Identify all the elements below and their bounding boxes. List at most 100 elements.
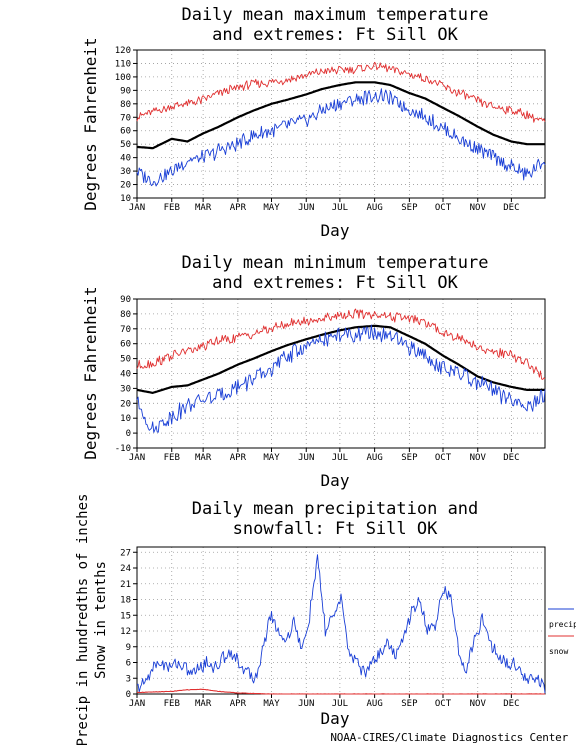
y-axis-title-line1: Precip in hundredths of inches bbox=[75, 494, 91, 745]
x-tick-label-sep: SEP bbox=[401, 203, 418, 213]
x-tick-label-apr: APR bbox=[230, 453, 247, 463]
y-tick-label: 10 bbox=[120, 194, 131, 204]
y-tick-label: 70 bbox=[120, 113, 131, 123]
y-tick-label: 60 bbox=[120, 340, 131, 350]
y-tick-label: 18 bbox=[120, 596, 131, 606]
series-line-record-high bbox=[136, 308, 546, 380]
plot-frame bbox=[136, 49, 546, 199]
chart-title-line2: snowfall: Ft Sill OK bbox=[233, 519, 438, 539]
y-tick-label: 110 bbox=[115, 59, 131, 69]
x-tick-label-jul: JUL bbox=[332, 203, 348, 213]
x-tick-label-oct: OCT bbox=[435, 699, 452, 709]
x-tick-label-sep: SEP bbox=[401, 699, 418, 709]
series-line-record-low bbox=[136, 88, 546, 187]
x-tick-label-mar: MAR bbox=[195, 699, 212, 709]
series-line-mean bbox=[136, 81, 546, 150]
series-line-record-low bbox=[136, 324, 546, 433]
x-tick-label-jul: JUL bbox=[332, 453, 348, 463]
x-tick-label-aug: AUG bbox=[366, 699, 382, 709]
plot-frame bbox=[136, 298, 546, 449]
y-tick-label: 15 bbox=[120, 611, 131, 621]
y-tick-label: 70 bbox=[120, 325, 131, 335]
y-axis-title: Degrees Fahrenheit bbox=[81, 286, 100, 459]
series-line-snow bbox=[136, 688, 545, 695]
x-tick-label-feb: FEB bbox=[164, 699, 180, 709]
x-tick-label-feb: FEB bbox=[164, 453, 180, 463]
x-tick-label-aug: AUG bbox=[366, 203, 382, 213]
x-tick-label-may: MAY bbox=[263, 203, 280, 213]
x-tick-label-oct: OCT bbox=[435, 453, 452, 463]
x-tick-label-may: MAY bbox=[263, 699, 280, 709]
y-tick-label: 0 bbox=[126, 429, 131, 439]
x-tick-label-dec: DEC bbox=[503, 453, 519, 463]
x-tick-label-sep: SEP bbox=[401, 453, 418, 463]
y-tick-label: 50 bbox=[120, 355, 131, 365]
x-tick-label-nov: NOV bbox=[470, 203, 487, 213]
y-tick-label: 27 bbox=[120, 548, 131, 558]
x-tick-label-jan: JAN bbox=[129, 699, 145, 709]
y-tick-label: 30 bbox=[120, 384, 131, 394]
plot-frame bbox=[136, 546, 546, 695]
y-tick-label: 90 bbox=[120, 295, 131, 305]
x-tick-label-dec: DEC bbox=[503, 203, 519, 213]
chart-title-line2: and extremes: Ft Sill OK bbox=[212, 273, 458, 293]
y-tick-label: 50 bbox=[120, 140, 131, 150]
y-tick-label: 90 bbox=[120, 86, 131, 96]
x-tick-label-jun: JUN bbox=[298, 453, 314, 463]
x-tick-label-jan: JAN bbox=[129, 203, 145, 213]
series-line-precip bbox=[136, 554, 546, 694]
y-tick-label: 30 bbox=[120, 167, 131, 177]
x-tick-label-apr: APR bbox=[230, 203, 247, 213]
chart-title-line2: and extremes: Ft Sill OK bbox=[212, 25, 458, 45]
y-tick-label: 60 bbox=[120, 127, 131, 137]
y-tick-label: 6 bbox=[126, 659, 131, 669]
y-tick-label: 80 bbox=[120, 100, 131, 110]
x-tick-label-mar: MAR bbox=[195, 203, 212, 213]
x-tick-label-nov: NOV bbox=[470, 699, 487, 709]
x-axis-title: Day bbox=[321, 221, 350, 240]
x-axis-title: Day bbox=[321, 471, 350, 490]
x-tick-label-mar: MAR bbox=[195, 453, 212, 463]
y-tick-label: 80 bbox=[120, 310, 131, 320]
x-axis-title: Day bbox=[321, 709, 350, 728]
y-tick-label: 100 bbox=[115, 73, 131, 83]
y-axis-title: Degrees Fahrenheit bbox=[81, 37, 100, 210]
y-tick-label: 40 bbox=[120, 370, 131, 380]
x-tick-label-may: MAY bbox=[263, 453, 280, 463]
x-tick-label-jun: JUN bbox=[298, 203, 314, 213]
x-tick-label-nov: NOV bbox=[470, 453, 487, 463]
y-tick-label: 24 bbox=[120, 564, 131, 574]
x-tick-label-aug: AUG bbox=[366, 453, 382, 463]
y-axis-title-line2: Snow in tenths bbox=[93, 561, 109, 679]
x-tick-label-feb: FEB bbox=[164, 203, 180, 213]
x-tick-label-jul: JUL bbox=[332, 699, 348, 709]
y-tick-label: 0 bbox=[126, 690, 131, 700]
y-tick-label: 12 bbox=[120, 627, 131, 637]
series-line-mean bbox=[136, 324, 546, 394]
y-tick-label: 20 bbox=[120, 181, 131, 191]
x-tick-label-oct: OCT bbox=[435, 203, 452, 213]
chart-title-line1: Daily mean maximum temperature bbox=[181, 5, 488, 25]
legend-label-precip: precip bbox=[549, 620, 576, 629]
chart-title-line1: Daily mean minimum temperature bbox=[181, 253, 488, 273]
y-tick-label: 9 bbox=[126, 643, 131, 653]
y-tick-label: 10 bbox=[120, 414, 131, 424]
y-tick-label: 40 bbox=[120, 154, 131, 164]
legend-label-snow: snow bbox=[549, 647, 568, 656]
y-tick-label: 21 bbox=[120, 580, 131, 590]
footer-credit: NOAA-CIRES/Climate Diagnostics Center bbox=[330, 731, 568, 744]
series-line-record-high bbox=[136, 61, 546, 123]
x-tick-label-dec: DEC bbox=[503, 699, 519, 709]
y-tick-label: -10 bbox=[115, 444, 131, 454]
y-tick-label: 3 bbox=[126, 674, 131, 684]
x-tick-label-jun: JUN bbox=[298, 699, 314, 709]
chart-title-line1: Daily mean precipitation and bbox=[192, 499, 479, 519]
y-tick-label: 20 bbox=[120, 399, 131, 409]
x-tick-label-apr: APR bbox=[230, 699, 247, 709]
x-tick-label-jan: JAN bbox=[129, 453, 145, 463]
